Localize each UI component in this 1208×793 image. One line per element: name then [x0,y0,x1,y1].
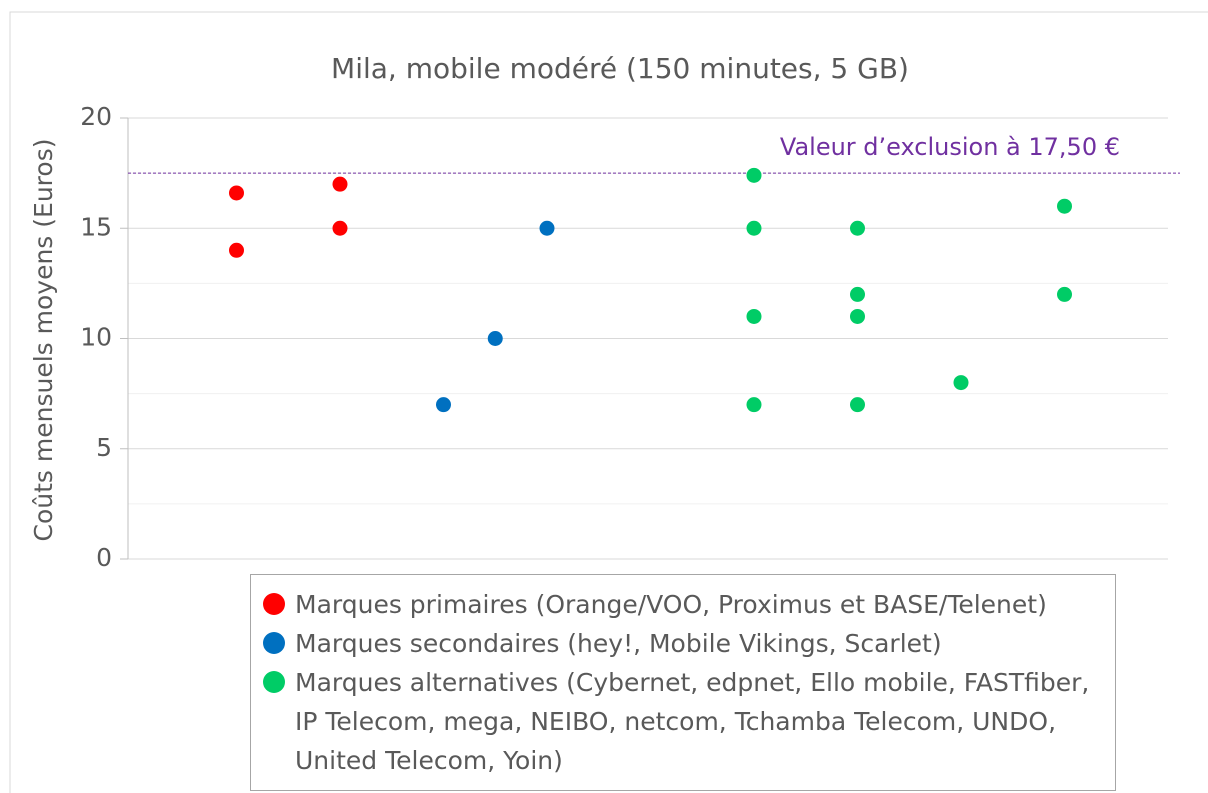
point [1057,286,1072,302]
y-axis-label: Coûts mensuels moyens (Euros) [29,139,58,542]
point [746,397,762,413]
point [746,308,762,324]
point [436,397,451,413]
legend-marker [263,632,285,654]
legend-entry: Marques primaires (Orange/VOO, Proximus … [263,585,1103,624]
point [746,167,762,183]
point [229,242,244,258]
point [332,220,348,236]
point [539,220,555,236]
point [229,185,244,201]
chart-frame [9,11,1208,793]
y-tick-label: 10 [80,323,112,352]
legend-marker [263,671,285,693]
point [850,220,865,236]
point [746,220,762,236]
y-tick-label: 15 [80,212,112,241]
point [850,286,865,302]
point [850,308,865,324]
legend-label: Marques primaires (Orange/VOO, Proximus … [295,590,1047,619]
legend-label: Marques alternatives (Cybernet, edpnet, … [295,668,1090,775]
point [332,176,348,192]
y-tick-label: 20 [80,102,112,131]
point [487,331,503,346]
legend-entry: Marques alternatives (Cybernet, edpnet, … [263,663,1103,780]
point [1057,198,1072,214]
y-tick-label: 0 [96,543,112,572]
legend-marker [263,593,285,615]
chart-title: Mila, mobile modéré (150 minutes, 5 GB) [331,52,909,85]
y-tick-label: 5 [96,433,112,462]
point [850,397,865,413]
legend: Marques primaires (Orange/VOO, Proximus … [250,574,1116,791]
legend-entry: Marques secondaires (hey!, Mobile Viking… [263,624,1103,663]
legend-label: Marques secondaires (hey!, Mobile Viking… [295,629,942,658]
point [953,375,969,391]
reference-label: Valeur d’exclusion à 17,50 € [780,133,1120,161]
